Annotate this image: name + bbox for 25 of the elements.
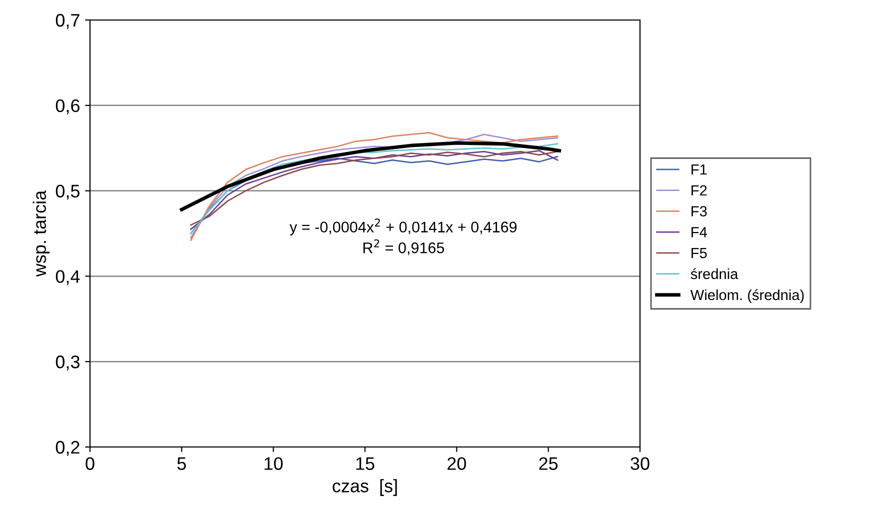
legend-label: średnia [690, 268, 738, 280]
x-tick-label: 15 [356, 457, 374, 470]
line-series [180, 141, 562, 212]
legend-label: F4 [692, 227, 707, 238]
x-tick-label: 0 [86, 457, 94, 470]
legend-label: F5 [692, 248, 707, 258]
legend-label: F3 [692, 206, 707, 216]
annotation: y = -0,0004x$^{2}$ + 0,0141x + 0,4169 [290, 218, 517, 236]
y-tick-label: 0,2 [56, 440, 80, 456]
x-tick-label: 25 [539, 457, 558, 470]
x-tick-label: 20 [448, 457, 466, 470]
x-axis-title: czas [s] [332, 479, 397, 496]
y-tick-label: 0,7 [56, 14, 80, 29]
y-tick-label: 0,5 [56, 184, 80, 200]
x-tick-label: 10 [264, 457, 283, 470]
y-tick-label: 0,4 [56, 270, 80, 286]
legend-label: F1 [692, 164, 707, 175]
y-axis-title: wsp. tarcia [32, 190, 50, 277]
x-tick-label: 30 [630, 457, 650, 470]
y-tick-label: 0,3 [56, 356, 80, 370]
y-tick-label: 0,6 [56, 99, 80, 114]
annotation: R$^{2}$ = 0,9165 [363, 239, 444, 256]
legend-label: F2 [692, 185, 707, 196]
legend-label: Wielom. (średnia) [690, 289, 804, 304]
x-tick-label: 5 [177, 457, 186, 470]
